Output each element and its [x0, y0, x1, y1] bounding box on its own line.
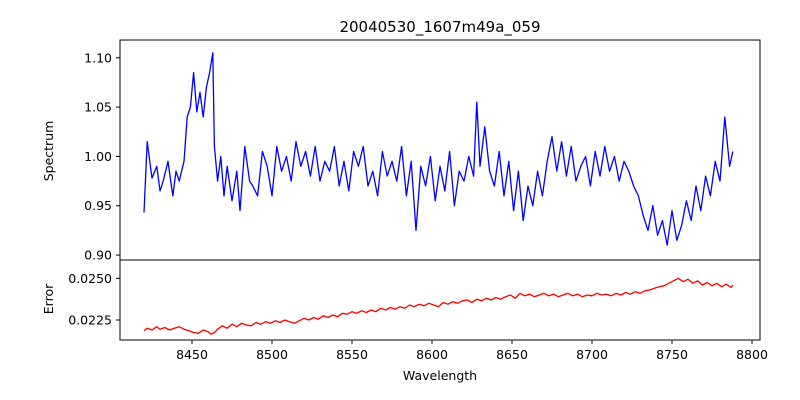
error-xtick-label: 8650	[496, 347, 528, 362]
spectrum-ytick-label: 1.10	[84, 50, 112, 65]
error-xtick-label: 8800	[736, 347, 768, 362]
spectrum-plot: 0.90 0.95 1.00 1.05 1.10	[84, 39, 761, 263]
spectrum-ytick-label: 0.95	[84, 198, 112, 213]
error-xtick-label: 8600	[416, 347, 448, 362]
error-plot: 0.0225 0.0250 8450 8500 8550 8600 8650 8700 8750…	[68, 259, 768, 362]
error-xtick-label: 8750	[656, 347, 688, 362]
spectrum-ytick-label: 1.05	[84, 100, 112, 115]
spectrum-ytick-label: 1.00	[84, 149, 112, 164]
error-xtick-label: 8550	[336, 347, 368, 362]
error-xtick-label: 8450	[176, 347, 208, 362]
spectrum-series-line	[143, 52, 734, 246]
error-ylabel: Error	[41, 283, 56, 314]
error-series-line	[143, 277, 734, 335]
spectrum-ytick-label: 0.90	[84, 248, 112, 263]
wavelength-xlabel: Wavelength	[403, 368, 477, 383]
spectrum-ylabel: Spectrum	[41, 121, 56, 182]
error-xtick-label: 8700	[576, 347, 608, 362]
error-ytick-label: 0.0225	[68, 313, 112, 328]
error-axes-frame	[119, 259, 761, 341]
chart-title: 20040530_1607m49a_059	[339, 18, 540, 37]
error-xtick-label: 8500	[256, 347, 288, 362]
error-ytick-label: 0.0250	[68, 271, 112, 286]
